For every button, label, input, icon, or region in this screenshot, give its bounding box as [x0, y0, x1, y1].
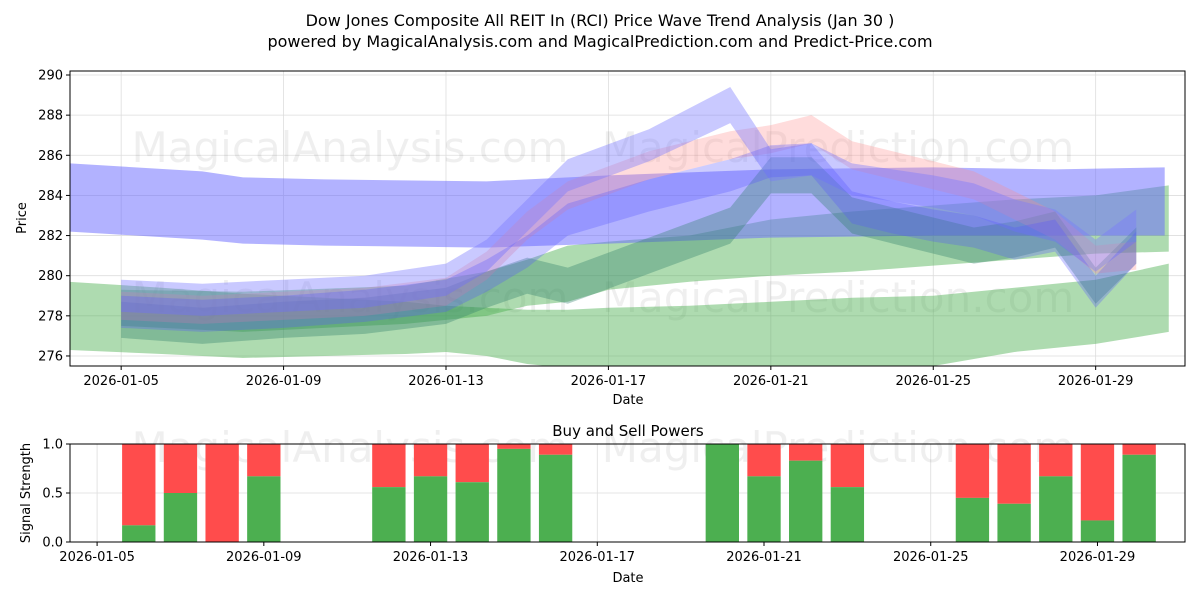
sell-bar [413, 444, 448, 477]
y-tick-label: 282 [38, 229, 63, 244]
x-tick-label: 2026-01-17 [559, 550, 635, 565]
x-tick-label: 2026-01-21 [726, 550, 802, 565]
watermark-text: MagicalPrediction.com [602, 123, 1075, 172]
y-tick-label: 0.0 [42, 536, 63, 551]
sell-bar [247, 444, 281, 477]
x-tick-label: 2026-01-29 [1058, 374, 1134, 389]
sell-bar [747, 444, 781, 477]
wave-band-blue-wave-peak [121, 87, 1137, 316]
buy-bar [1039, 476, 1073, 542]
wave-band-green-wide-low [70, 263, 1169, 366]
sell-bar [163, 444, 198, 493]
bar-chart-title: Buy and Sell Powers [552, 422, 704, 440]
y-tick-label: 276 [38, 349, 63, 364]
sell-bar [830, 444, 865, 488]
sell-bar [205, 444, 239, 542]
buy-bar [163, 493, 198, 542]
wave-band-pink-wave [121, 115, 1137, 324]
watermark-text: MagicalAnalysis.com [132, 423, 569, 472]
x-tick-label: 2026-01-29 [1060, 550, 1136, 565]
y-axis-label-top: Price [15, 202, 30, 234]
y-tick-label: 1.0 [42, 438, 63, 453]
x-axis-label-bottom: Date [612, 571, 643, 586]
buy-bar [538, 454, 573, 542]
x-tick-label: 2026-01-05 [83, 374, 159, 389]
x-tick-label: 2026-01-05 [59, 550, 135, 565]
x-axis-label-top: Date [612, 393, 643, 408]
wave-band-blue-wide-flat [70, 163, 1165, 248]
wave-band-teal-wave [121, 157, 1137, 344]
watermark-text: MagicalPrediction.com [602, 273, 1075, 322]
chart-subtitle: powered by MagicalAnalysis.com and Magic… [267, 32, 932, 51]
y-tick-label: 280 [38, 269, 63, 284]
wave-band-blue-wave-mid [121, 143, 1137, 332]
x-tick-label: 2026-01-09 [226, 550, 302, 565]
plot-frame-top [69, 70, 1186, 367]
buy-bar [247, 476, 281, 542]
buy-bar [705, 444, 739, 542]
x-tick-label: 2026-01-25 [895, 374, 971, 389]
buy-bar [830, 487, 865, 542]
sell-bar [497, 444, 531, 449]
chart-title: Dow Jones Composite All REIT In (RCI) Pr… [306, 11, 895, 30]
buy-bar [1080, 520, 1115, 542]
sell-bar [538, 444, 573, 455]
watermark-text: MagicalAnalysis.com [132, 123, 569, 172]
sell-bar [455, 444, 489, 483]
buy-bar [122, 525, 156, 542]
buy-bar [413, 476, 448, 542]
sell-bar [997, 444, 1031, 504]
plot-frame-bottom [69, 443, 1186, 543]
bands-group [70, 87, 1169, 366]
y-tick-label: 290 [38, 69, 63, 84]
sell-bar [1122, 444, 1156, 455]
x-tick-label: 2026-01-21 [733, 374, 809, 389]
y-tick-label: 284 [38, 189, 63, 204]
sell-bar [372, 444, 406, 488]
buy-bar [497, 448, 531, 542]
buy-bar [1122, 454, 1156, 542]
sell-bar [1080, 444, 1115, 521]
sell-bar [122, 444, 156, 526]
buy-bar [955, 497, 990, 542]
sell-bar [789, 444, 823, 461]
buy-bar [455, 482, 489, 542]
buy-bar [372, 487, 406, 542]
sell-bar [1039, 444, 1073, 477]
x-tick-label: 2026-01-13 [393, 550, 469, 565]
x-tick-label: 2026-01-09 [246, 374, 322, 389]
buy-bar [997, 503, 1031, 542]
x-tick-label: 2026-01-17 [571, 374, 647, 389]
y-tick-label: 288 [38, 109, 63, 124]
x-tick-label: 2026-01-25 [893, 550, 969, 565]
buy-bar [747, 476, 781, 542]
buy-bar [789, 460, 823, 542]
y-tick-label: 0.5 [42, 487, 63, 502]
watermark-text: MagicalAnalysis.com [132, 273, 569, 322]
x-tick-label: 2026-01-13 [408, 374, 484, 389]
y-axis-label-bottom: Signal Strength [19, 443, 34, 543]
y-tick-label: 278 [38, 309, 63, 324]
sell-bar [955, 444, 990, 498]
y-tick-label: 286 [38, 149, 63, 164]
